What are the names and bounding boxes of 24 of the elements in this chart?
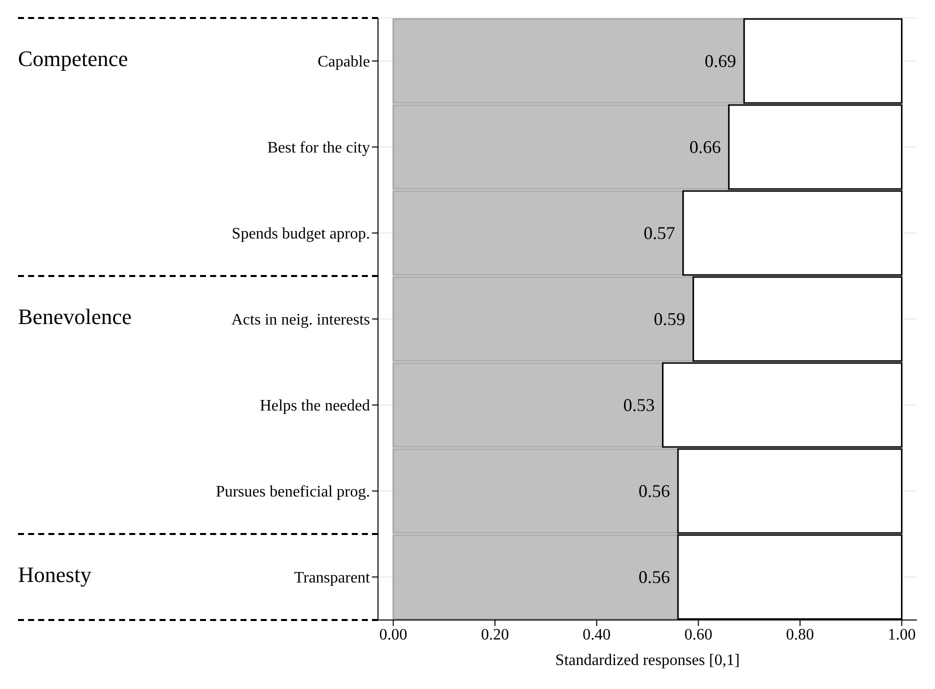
y-tick-label: Helps the needed xyxy=(260,398,370,415)
data-label: 0.66 xyxy=(689,137,721,157)
data-label: 0.53 xyxy=(623,395,655,415)
data-label: 0.56 xyxy=(638,481,670,501)
data-label: 0.59 xyxy=(654,309,686,329)
y-tick-label: Capable xyxy=(318,54,370,71)
x-tick-label: 0.80 xyxy=(786,626,814,644)
y-tick-label: Pursues beneficial prog. xyxy=(216,484,370,501)
y-tick-label: Acts in neig. interests xyxy=(231,312,370,329)
x-axis-title: Standardized responses [0,1] xyxy=(554,652,741,670)
data-label: 0.69 xyxy=(704,51,736,71)
data-label: 0.57 xyxy=(644,223,676,243)
text: Benevolence xyxy=(18,304,132,330)
text: Honesty xyxy=(18,562,92,588)
y-tick-label: Transparent xyxy=(294,570,371,587)
x-tick-label: 0.60 xyxy=(684,626,712,644)
x-tick-label: 0.00 xyxy=(379,626,408,644)
x-tick-label: 0.40 xyxy=(582,626,611,644)
y-tick-label: Best for the city xyxy=(267,140,370,157)
text: Competence xyxy=(18,46,128,72)
data-label: 0.56 xyxy=(638,567,670,587)
y-tick-label: Spends budget aprop. xyxy=(232,226,370,243)
x-tick-label: 0.20 xyxy=(480,626,509,644)
x-tick-label: 1.00 xyxy=(888,626,916,644)
